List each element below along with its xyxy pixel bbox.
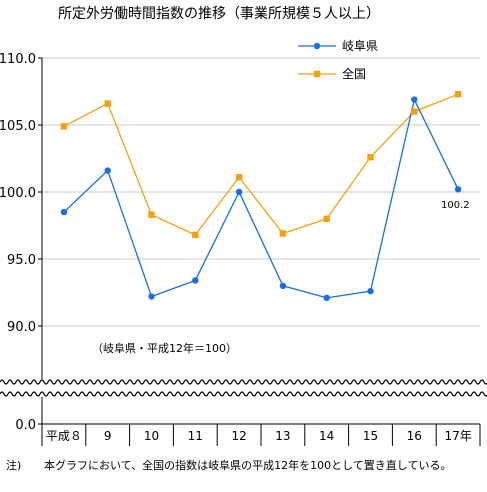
data-point xyxy=(454,90,462,98)
data-point xyxy=(279,282,287,289)
axis-break-wave xyxy=(0,391,487,397)
y-tick-label: 0.0 xyxy=(15,418,36,433)
x-tick-label: 11 xyxy=(188,429,203,443)
y-tick-label: 105.0 xyxy=(0,119,36,134)
data-point xyxy=(411,108,418,115)
x-tick-label: 12 xyxy=(231,429,246,443)
legend-label: 岐阜県 xyxy=(342,39,378,53)
x-tick-label: 平成８ xyxy=(46,429,82,443)
data-point xyxy=(323,215,330,222)
data-point xyxy=(60,123,68,130)
x-tick-label: 17年 xyxy=(444,429,471,443)
x-tick-label: 14 xyxy=(319,429,334,443)
data-point xyxy=(367,287,374,295)
footnote: 本グラフにおいて、全国の指数は岐阜県の平成12年を100として置き直している。 xyxy=(44,458,451,472)
x-tick-label: 13 xyxy=(275,429,290,443)
x-tick-label: 16 xyxy=(407,429,422,443)
y-tick-labels: 110.0 105.0 100.0 95.0 90.0 0.0 xyxy=(0,52,36,433)
data-point xyxy=(60,208,68,216)
data-point xyxy=(148,293,155,300)
data-point xyxy=(104,167,111,174)
x-tick-label: 15 xyxy=(363,429,378,443)
data-point xyxy=(411,96,418,103)
x-tick-label: 10 xyxy=(144,429,159,443)
legend-marker xyxy=(313,70,321,78)
series-points xyxy=(60,90,462,302)
legend-marker xyxy=(313,42,321,50)
x-tick-label: 9 xyxy=(104,429,112,443)
series-lines xyxy=(63,93,459,299)
data-point xyxy=(454,186,462,193)
legend-label: 全国 xyxy=(342,66,366,81)
data-point xyxy=(192,231,199,239)
series-line xyxy=(63,97,459,299)
data-label: 100.2 xyxy=(441,200,470,211)
data-point xyxy=(235,188,243,196)
data-point xyxy=(323,294,330,302)
axis-break-wave xyxy=(0,379,487,385)
data-point xyxy=(104,100,111,107)
data-point xyxy=(148,211,155,218)
footnote-label: 注) xyxy=(6,458,21,472)
data-point xyxy=(192,277,199,284)
y-tick-label: 95.0 xyxy=(7,253,36,268)
x-tick-labels: 平成８ 9 10 11 12 13 14 15 16 17年 xyxy=(46,429,472,443)
series-line xyxy=(63,93,459,236)
data-point xyxy=(279,230,287,237)
y-tick-label: 100.0 xyxy=(0,186,36,201)
annotation: （岐阜県・平成12年＝100） xyxy=(92,341,237,355)
chart-title: 所定外労働時間指数の推移（事業所規模５人以上） xyxy=(58,6,380,22)
data-point xyxy=(367,153,374,161)
y-tick-label: 110.0 xyxy=(0,52,36,67)
data-point xyxy=(235,174,243,181)
y-tick-label: 90.0 xyxy=(7,320,36,335)
axes xyxy=(0,57,487,446)
